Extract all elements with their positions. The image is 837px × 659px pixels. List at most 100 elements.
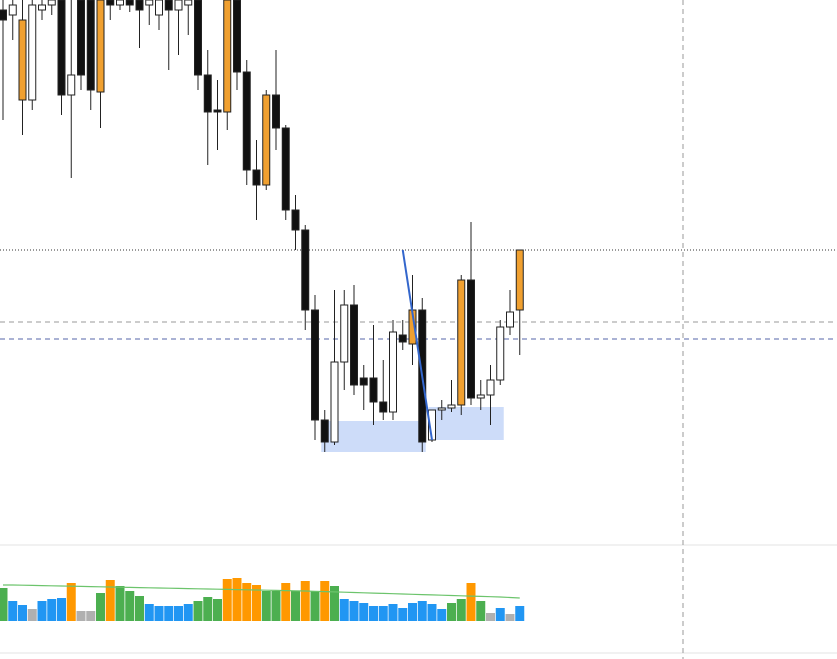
- candle-body: [437, 407, 446, 411]
- volume-bar: [37, 601, 47, 621]
- candle-body: [476, 394, 485, 399]
- volume-bar: [398, 608, 408, 621]
- candle-body: [515, 249, 524, 311]
- volume-bar: [8, 601, 18, 621]
- candle-body: [389, 331, 397, 413]
- volume-bar: [349, 601, 359, 621]
- volume-bar: [515, 606, 525, 621]
- candle-body: [28, 4, 37, 101]
- candle-body: [194, 0, 202, 76]
- volume-ma: [3, 584, 520, 599]
- volume-bar: [174, 606, 183, 621]
- volume-bar: [203, 597, 213, 621]
- volume-bar: [115, 586, 125, 621]
- volume-bar: [300, 581, 310, 621]
- volume-bar: [135, 596, 144, 621]
- candle-body: [252, 169, 261, 186]
- candle-body: [379, 401, 388, 413]
- candle-body: [145, 0, 154, 6]
- candle-body: [106, 0, 115, 6]
- zone: [321, 421, 426, 452]
- candle-body: [457, 279, 466, 406]
- candle-body: [184, 0, 193, 6]
- volume-bar: [105, 580, 115, 621]
- volume-bar: [213, 599, 222, 621]
- volume-bar: [18, 605, 27, 621]
- volume-bar: [330, 586, 339, 621]
- volume-bar: [76, 611, 86, 621]
- volume-bar: [447, 603, 456, 621]
- candle-body: [67, 74, 76, 96]
- volume-bar: [486, 613, 495, 621]
- candle-body: [57, 0, 66, 96]
- zone: [428, 407, 504, 440]
- volume-bar: [408, 603, 417, 621]
- volume-bar: [466, 583, 476, 621]
- volume-bar: [144, 604, 154, 621]
- candle-body: [174, 0, 183, 11]
- candle-body: [340, 304, 349, 363]
- volume-bar: [456, 599, 466, 621]
- candle-body: [47, 0, 56, 6]
- candle-body: [18, 19, 27, 101]
- candle-body: [38, 4, 46, 11]
- volume-bar: [388, 604, 398, 621]
- volume-bar: [291, 591, 300, 621]
- candle-body: [0, 9, 7, 21]
- volume-bar: [281, 583, 291, 621]
- candle-body: [359, 377, 368, 386]
- candle-body: [272, 94, 280, 129]
- candle-body: [350, 304, 358, 386]
- volume-bar: [164, 606, 174, 621]
- volume-bar: [0, 588, 8, 621]
- volume-bar: [66, 583, 76, 621]
- volume-bar: [476, 601, 486, 621]
- volume-bar: [57, 598, 66, 621]
- volume-bar: [261, 591, 271, 621]
- candle-body: [330, 361, 339, 443]
- volume-bar: [427, 604, 437, 621]
- candle-body: [447, 404, 456, 409]
- candle-body: [369, 377, 378, 403]
- candle-body: [164, 0, 173, 11]
- candle-body: [203, 74, 212, 113]
- volume-bar: [86, 611, 96, 621]
- candle-body: [311, 309, 319, 421]
- volume-bar: [437, 609, 447, 621]
- candle-body: [116, 0, 124, 6]
- candle-body: [155, 0, 163, 16]
- candle-body: [96, 0, 105, 93]
- candle-body: [262, 94, 271, 186]
- candle-body: [320, 419, 329, 443]
- volume-bar: [252, 585, 261, 621]
- candle-body: [223, 0, 232, 113]
- volume-bar: [271, 591, 281, 621]
- volume-bar: [242, 583, 252, 621]
- candle-body: [86, 0, 95, 91]
- candle-body: [506, 311, 514, 328]
- volume-bar: [320, 581, 330, 621]
- candle-body: [496, 326, 505, 381]
- candle-body: [281, 127, 290, 211]
- volume-bar: [369, 606, 378, 621]
- volume-bar: [27, 609, 37, 621]
- volume-bar: [417, 601, 427, 621]
- candle-body: [77, 0, 85, 76]
- volume-bar: [193, 601, 203, 621]
- candle-body: [125, 0, 134, 6]
- candle-body: [8, 4, 17, 16]
- volume-bar: [378, 606, 388, 621]
- candle-body: [467, 279, 475, 399]
- candle-body: [213, 109, 222, 113]
- candle-body: [233, 0, 241, 73]
- volume-bar: [47, 599, 57, 621]
- candle-body: [291, 209, 300, 231]
- volume-bar: [359, 603, 369, 621]
- candle-body: [398, 334, 407, 343]
- candle-body: [486, 379, 495, 396]
- volume-bar: [505, 614, 515, 621]
- volume-bar: [339, 599, 349, 621]
- volume-bar: [183, 604, 193, 621]
